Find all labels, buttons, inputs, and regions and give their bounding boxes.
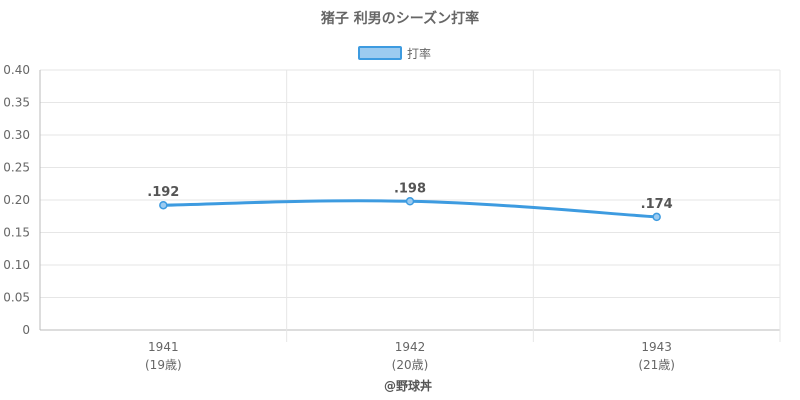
y-tick-label: 0.35 (3, 96, 30, 110)
axes: 0 0.05 0.10 0.15 0.20 0.25 0.30 0.35 0.40 1941 (19… (3, 63, 675, 372)
x-tick-sublabel: (20歳) (392, 358, 429, 372)
legend-label: 打率 (407, 46, 431, 61)
x-tick-label: 1941 (148, 340, 179, 354)
chart-title: 猪子 利男のシーズン打率 (320, 10, 479, 27)
legend[interactable]: 打率 (358, 46, 431, 61)
y-tick-label: 0.05 (3, 291, 30, 305)
x-tick-sublabel: (19歳) (145, 358, 182, 372)
data-label: .198 (394, 181, 426, 196)
y-tick-label: 0.15 (3, 226, 30, 240)
y-tick-label: 0 (22, 323, 30, 337)
data-point[interactable] (652, 212, 661, 222)
y-tick-label: 0.25 (3, 161, 30, 175)
series-line: .192 .198 .174 (147, 181, 673, 222)
legend-swatch (358, 46, 402, 60)
y-tick-label: 0.30 (3, 128, 30, 142)
x-tick-sublabel: (21歳) (638, 358, 675, 372)
y-tick-label: 0.40 (3, 63, 30, 77)
data-label: .192 (147, 185, 179, 200)
data-point[interactable] (159, 200, 168, 210)
x-tick-label: 1943 (641, 340, 672, 354)
x-tick-label: 1942 (395, 340, 426, 354)
data-point[interactable] (405, 197, 415, 206)
credit: @野球丼 (384, 378, 432, 393)
data-label: .174 (641, 197, 673, 212)
y-tick-label: 0.20 (3, 193, 30, 207)
y-tick-label: 0.10 (3, 258, 30, 272)
